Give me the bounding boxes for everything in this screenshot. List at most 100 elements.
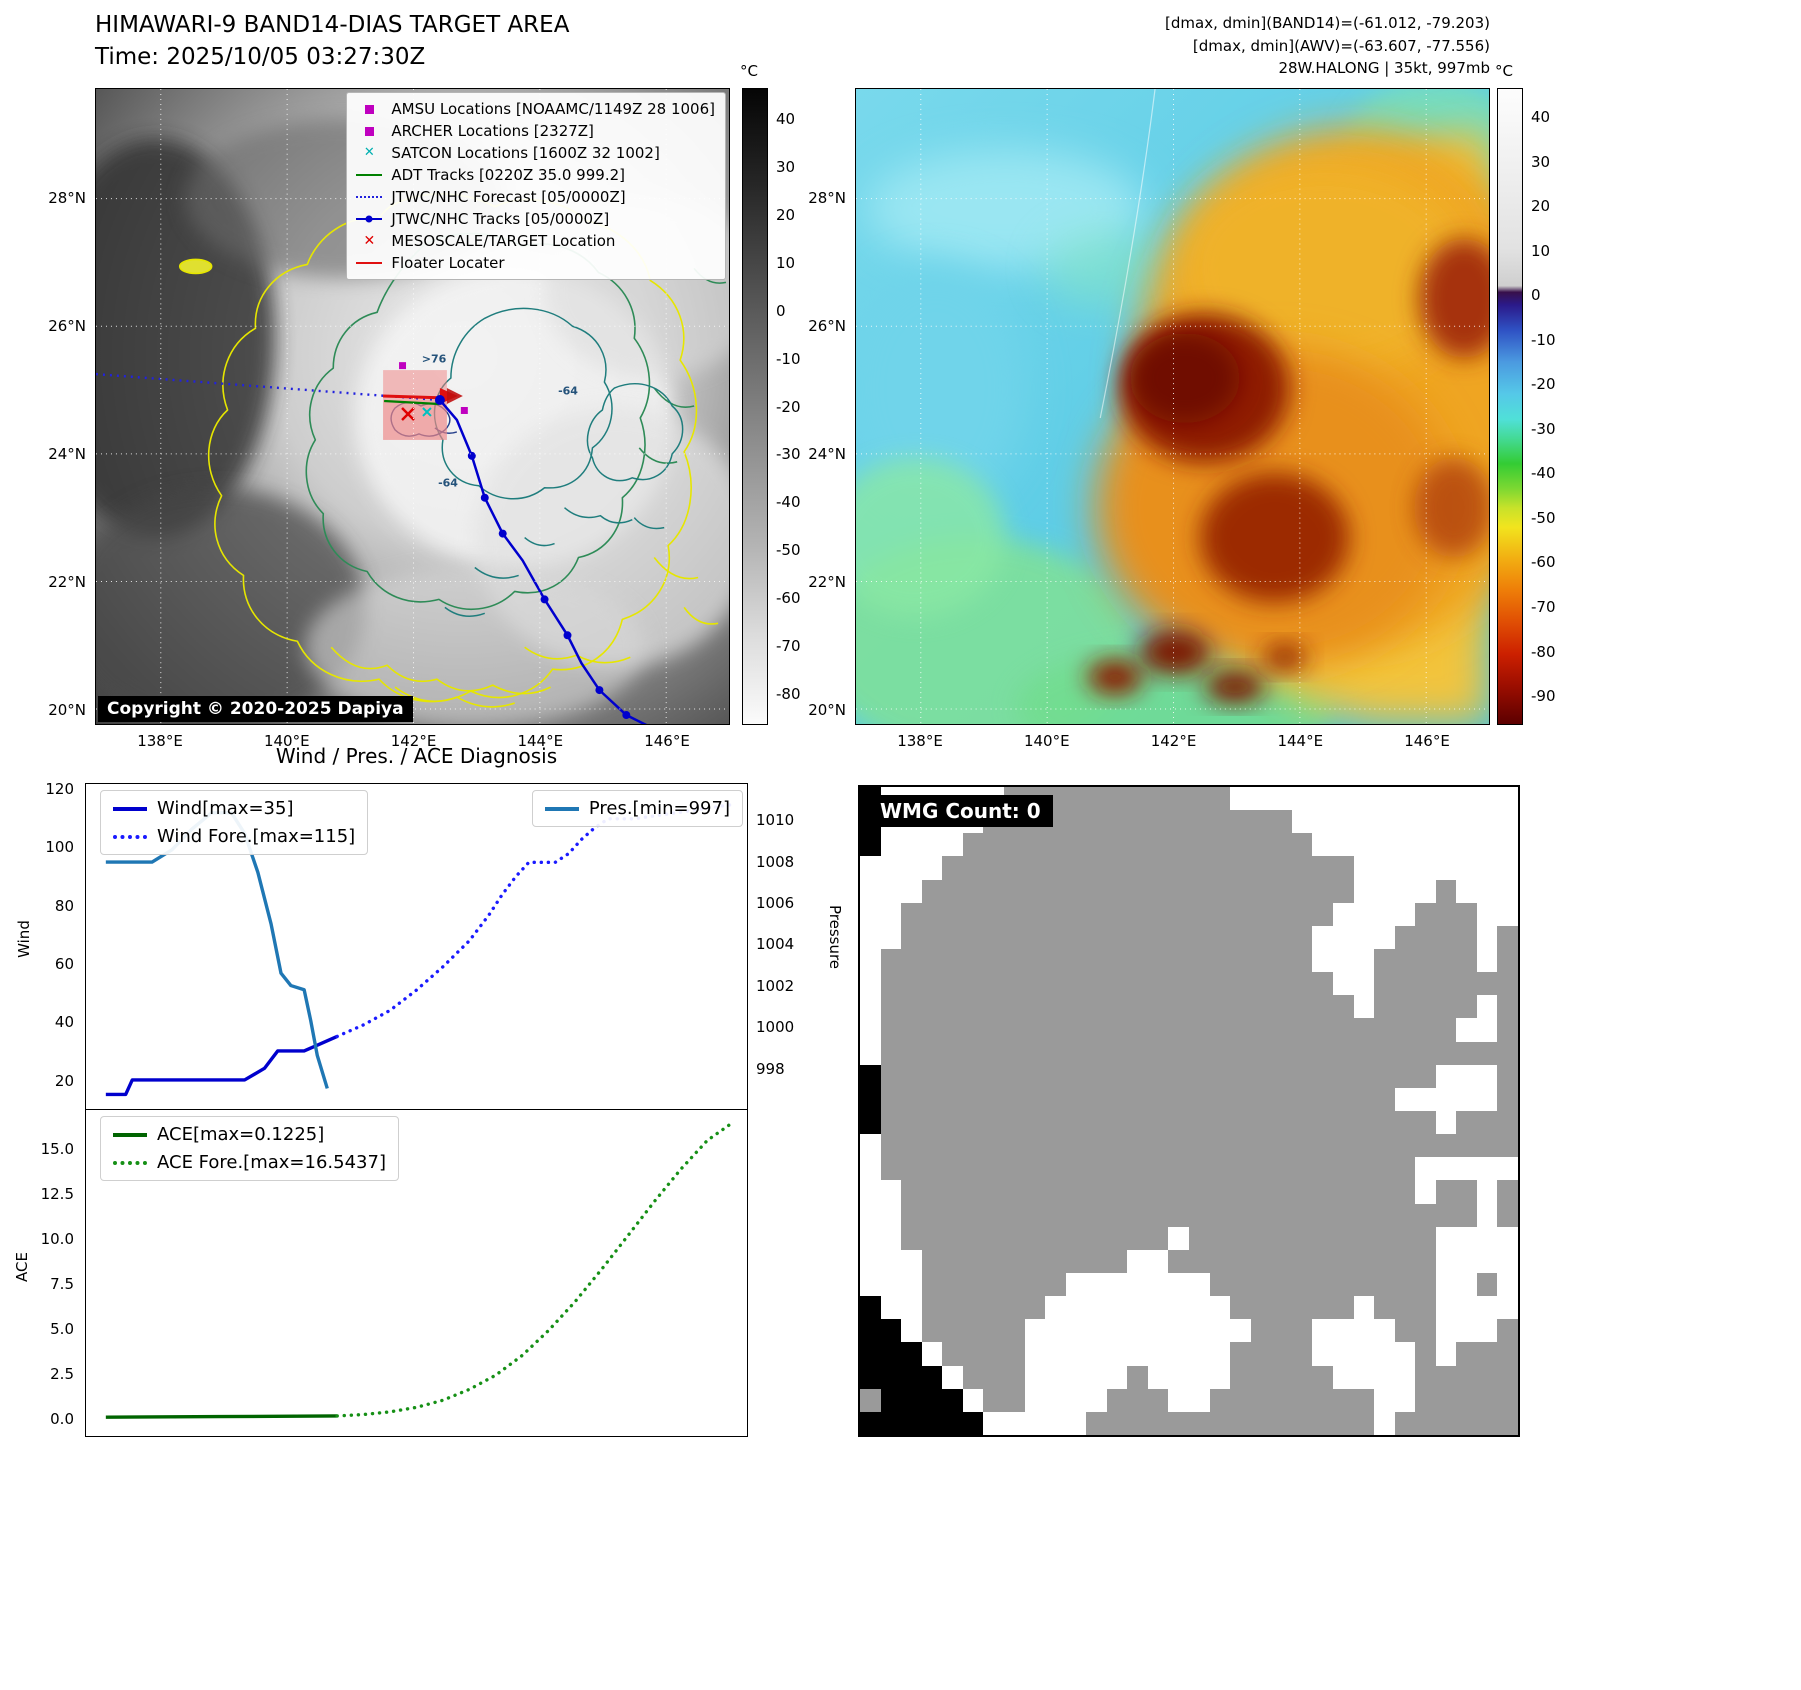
lat-tick: 20°N	[48, 701, 86, 719]
lat-tick: 22°N	[48, 573, 86, 591]
legend-label: Pres.[min=997]	[588, 798, 730, 819]
lon-tick: 140°E	[263, 732, 310, 750]
awv-colorbar	[1497, 88, 1523, 725]
line-green-icon	[353, 167, 385, 183]
lat-tick: 28°N	[808, 189, 846, 207]
colorbar-tick: -90	[1531, 687, 1556, 706]
line-dot-blue-icon	[353, 211, 385, 227]
pressure-legend: Pres.[min=997]	[531, 790, 743, 827]
axis-tick: 998	[756, 1059, 785, 1078]
colorbar-tick: 20	[1531, 197, 1551, 216]
legend-item: ✕ SATCON Locations [1600Z 32 1002]	[353, 143, 715, 163]
lat-tick: 20°N	[808, 701, 846, 719]
ace-axis-ticks: 0.0 2.5 5.0 7.5 10.0 12.5 15.0	[24, 1109, 80, 1437]
legend-item: JTWC/NHC Tracks [05/0000Z]	[353, 209, 715, 229]
lon-tick: 138°E	[897, 732, 943, 750]
axis-tick: 60	[54, 955, 74, 974]
colorbar-tick: 30	[776, 158, 796, 177]
ace-plot	[105, 1120, 736, 1419]
legend-label: AMSU Locations [NOAAMC/1149Z 28 1006]	[391, 100, 715, 118]
axis-tick: 1004	[756, 935, 795, 954]
adt-track-line	[384, 399, 439, 406]
solid-line-icon	[113, 1132, 147, 1137]
colorbar-tick: 0	[1531, 286, 1541, 305]
wmg-count-label: WMG Count: 0	[868, 795, 1053, 827]
series-ACE Fore.[max=16.5437]	[335, 1120, 736, 1418]
awv-lat-axis: 28°N 26°N 24°N 22°N 20°N	[798, 88, 850, 725]
colorbar-tick: -70	[776, 636, 801, 655]
band14-colorbar	[742, 88, 768, 725]
jtwc-forecast-line	[96, 372, 441, 402]
colorbar-tick: 10	[776, 253, 796, 272]
wind-axis-ticks: 20 40 60 80 100 120	[36, 779, 80, 1110]
axis-tick: 0.0	[50, 1409, 74, 1428]
colorbar-tick: -10	[1531, 330, 1556, 349]
awv-colorbar-unit: °C	[1495, 62, 1513, 80]
colorbar-tick: 10	[1531, 241, 1551, 260]
colorbar-tick: 0	[776, 301, 786, 320]
awv-map	[855, 88, 1490, 725]
ace-legend: ACE[max=0.1225] ACE Fore.[max=16.5437]	[100, 1116, 399, 1181]
dotted-line-icon	[113, 1160, 147, 1165]
legend-item: ✕ MESOSCALE/TARGET Location	[353, 231, 715, 251]
lat-tick: 28°N	[48, 189, 86, 207]
storm-id-label: 28W.HALONG | 35kt, 997mb	[1278, 59, 1490, 77]
wind-legend: Wind[max=35] Wind Fore.[max=115]	[100, 790, 369, 855]
pressure-axis-label: Pressure	[826, 904, 844, 970]
axis-tick: 1010	[756, 811, 795, 830]
legend-label: JTWC/NHC Forecast [05/0000Z]	[391, 188, 626, 206]
legend-label: ACE Fore.[max=16.5437]	[157, 1152, 386, 1173]
awv-track-trace	[1099, 89, 1156, 419]
colorbar-tick: -40	[776, 493, 801, 512]
legend-item: ARCHER Locations [2327Z]	[353, 121, 715, 141]
lon-tick: 146°E	[1404, 732, 1450, 750]
lon-tick: 140°E	[1023, 732, 1070, 750]
colorbar-tick: -60	[1531, 553, 1556, 572]
axis-tick: 10.0	[40, 1229, 74, 1248]
axis-tick: 20	[54, 1071, 74, 1090]
lon-tick: 142°E	[390, 732, 437, 750]
awv-satellite-image	[856, 89, 1489, 724]
band14-lat-axis: 28°N 26°N 24°N 22°N 20°N	[38, 88, 90, 725]
band14-lon-axis: 138°E 140°E 142°E 144°E 146°E	[95, 732, 730, 754]
legend-label: Wind Fore.[max=115]	[157, 826, 356, 847]
awv-colorbar-ticks: 40 30 20 10 0 -10 -20 -30 -40 -50 -60 -70 -80 -90	[1527, 88, 1573, 725]
legend-label: Wind[max=35]	[157, 798, 294, 819]
series-Wind Fore.[max=115]	[335, 802, 736, 1039]
legend-label: Floater Locater	[391, 254, 505, 272]
colorbar-tick: -20	[776, 397, 801, 416]
diagnosis-title: Wind / Pres. / ACE Diagnosis	[275, 744, 558, 768]
lat-tick: 26°N	[808, 317, 846, 335]
lon-tick: 142°E	[1150, 732, 1197, 750]
series-ACE[max=0.1225]	[105, 1414, 338, 1419]
legend-item: ACE[max=0.1225]	[113, 1124, 386, 1145]
wind-pressure-chart: Wind[max=35] Wind Fore.[max=115] Pres.[mi…	[85, 783, 748, 1110]
ace-axis-label: ACE	[13, 1252, 31, 1282]
axis-tick: 15.0	[40, 1139, 74, 1158]
dotted-blue-icon	[353, 189, 385, 205]
colorbar-tick: -60	[776, 589, 801, 608]
legend-item: Floater Locater	[353, 253, 715, 273]
square-magenta-icon	[353, 101, 385, 117]
square-magenta-icon	[353, 123, 385, 139]
axis-tick: 1006	[756, 894, 795, 913]
colorbar-tick: -40	[1531, 464, 1556, 483]
colorbar-tick: -50	[1531, 508, 1556, 527]
axis-tick: 80	[54, 896, 74, 915]
band14-time: Time: 2025/10/05 03:27:30Z	[95, 44, 426, 70]
lon-tick: 138°E	[137, 732, 183, 750]
legend-item: ACE Fore.[max=16.5437]	[113, 1152, 386, 1173]
legend-label: ADT Tracks [0220Z 35.0 999.2]	[391, 166, 625, 184]
yellow-contours	[178, 193, 719, 708]
colorbar-tick: 30	[1531, 152, 1551, 171]
solid-line-icon	[113, 806, 147, 811]
legend-item: AMSU Locations [NOAAMC/1149Z 28 1006]	[353, 99, 715, 119]
band14-title: HIMAWARI-9 BAND14-DIAS TARGET AREA	[95, 12, 570, 38]
colorbar-tick: -20	[1531, 375, 1556, 394]
target-area-box	[383, 370, 447, 440]
axis-tick: 120	[45, 779, 74, 798]
colorbar-tick: -30	[1531, 419, 1556, 438]
mesoscale-target-marker	[401, 407, 415, 421]
axis-tick: 12.5	[40, 1184, 74, 1203]
legend-item: ADT Tracks [0220Z 35.0 999.2]	[353, 165, 715, 185]
